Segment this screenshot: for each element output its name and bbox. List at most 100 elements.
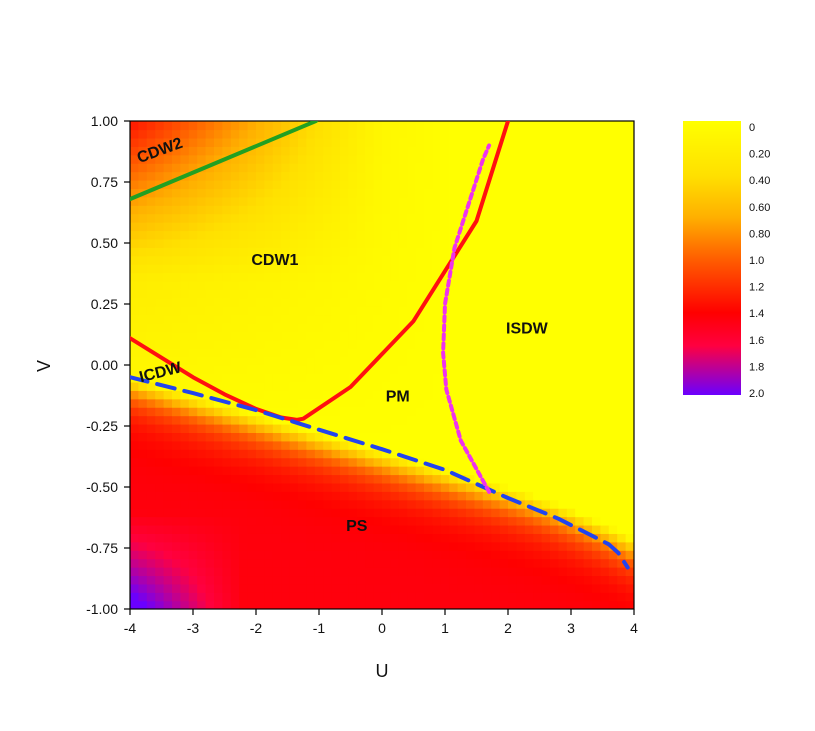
heatmap-cell (214, 449, 224, 459)
heatmap-cell (239, 524, 249, 534)
heatmap-cell (432, 415, 442, 425)
heatmap-cell (533, 541, 543, 551)
heatmap-cell (163, 154, 173, 164)
heatmap-cell (432, 188, 442, 198)
heatmap-cell (163, 171, 173, 181)
heatmap-cell (272, 121, 282, 131)
heatmap-cell (550, 524, 560, 534)
heatmap-cell (365, 508, 375, 518)
heatmap-cell (592, 297, 602, 307)
heatmap-cell (415, 238, 425, 248)
heatmap-cell (583, 449, 593, 459)
heatmap-cell (550, 558, 560, 568)
heatmap-cell (592, 398, 602, 408)
heatmap-cell (474, 566, 484, 577)
heatmap-cell (524, 289, 534, 299)
heatmap-cell (272, 163, 282, 173)
heatmap-cell (524, 381, 534, 391)
heatmap-cell (575, 137, 585, 147)
heatmap-cell (281, 423, 291, 434)
heatmap-cell (373, 423, 383, 434)
heatmap-cell (138, 230, 148, 240)
heatmap-cell (256, 533, 266, 543)
heatmap-cell (356, 516, 366, 526)
heatmap-cell (625, 339, 634, 349)
heatmap-cell (138, 533, 148, 543)
heatmap-cell (306, 188, 316, 198)
heatmap-cell (516, 550, 526, 560)
heatmap-cell (457, 146, 467, 156)
heatmap-cell (281, 314, 291, 324)
heatmap-cell (566, 188, 576, 198)
heatmap-cell (398, 365, 408, 375)
heatmap-cell (197, 381, 207, 391)
heatmap-cell (281, 331, 291, 341)
heatmap-cell (398, 558, 408, 568)
heatmap-cell (348, 213, 358, 223)
heatmap-cell (155, 465, 165, 476)
heatmap-cell (424, 272, 434, 282)
heatmap-cell (398, 516, 408, 526)
heatmap-cell (499, 533, 509, 543)
heatmap-cell (583, 280, 593, 290)
heatmap-cell (558, 381, 568, 391)
heatmap-cell (491, 381, 501, 391)
heatmap-cell (398, 415, 408, 425)
heatmap-cell (390, 121, 400, 131)
heatmap-cell (230, 348, 240, 358)
heatmap-cell (415, 154, 425, 164)
heatmap-cell (230, 238, 240, 248)
heatmap-cell (466, 230, 476, 240)
heatmap-cell (575, 348, 585, 358)
heatmap-cell (323, 566, 333, 577)
heatmap-cell (247, 264, 257, 274)
heatmap-cell (398, 196, 408, 206)
heatmap-cell (239, 205, 249, 215)
heatmap-cell (617, 508, 627, 518)
heatmap-cell (466, 423, 476, 434)
heatmap-cell (138, 121, 148, 131)
heatmap-cell (130, 423, 140, 434)
heatmap-cell (617, 550, 627, 560)
heatmap-cell (163, 482, 173, 492)
heatmap-cell (583, 381, 593, 391)
heatmap-cell (222, 171, 232, 181)
heatmap-cell (533, 583, 543, 593)
heatmap-cell (180, 137, 190, 147)
heatmap-cell (550, 390, 560, 400)
heatmap-cell (239, 600, 249, 609)
heatmap-cell (298, 474, 308, 484)
heatmap-cell (457, 331, 467, 341)
heatmap-cell (440, 272, 450, 282)
heatmap-cell (550, 171, 560, 181)
heatmap-cell (524, 213, 534, 223)
heatmap-cell (138, 129, 148, 139)
heatmap-cell (625, 491, 634, 501)
heatmap-cell (541, 583, 551, 593)
heatmap-cell (415, 457, 425, 467)
heatmap-cell (407, 339, 417, 349)
heatmap-cell (331, 398, 341, 408)
heatmap-cell (482, 121, 492, 131)
heatmap-cell (155, 314, 165, 324)
heatmap-cell (214, 566, 224, 577)
heatmap-cell (289, 339, 299, 349)
heatmap-cell (617, 171, 627, 181)
heatmap-cell (566, 440, 576, 450)
heatmap-cell (508, 465, 518, 476)
heatmap-cell (289, 558, 299, 568)
heatmap-cell (306, 592, 316, 602)
heatmap-cell (407, 491, 417, 501)
heatmap-cell (306, 423, 316, 434)
heatmap-cell (516, 449, 526, 459)
heatmap-cell (617, 213, 627, 223)
heatmap-cell (482, 566, 492, 577)
heatmap-cell (625, 230, 634, 240)
heatmap-cell (575, 566, 585, 577)
heatmap-cell (272, 255, 282, 265)
heatmap-cell (407, 407, 417, 417)
heatmap-cell (323, 121, 333, 131)
heatmap-cell (432, 331, 442, 341)
heatmap-cell (466, 297, 476, 307)
